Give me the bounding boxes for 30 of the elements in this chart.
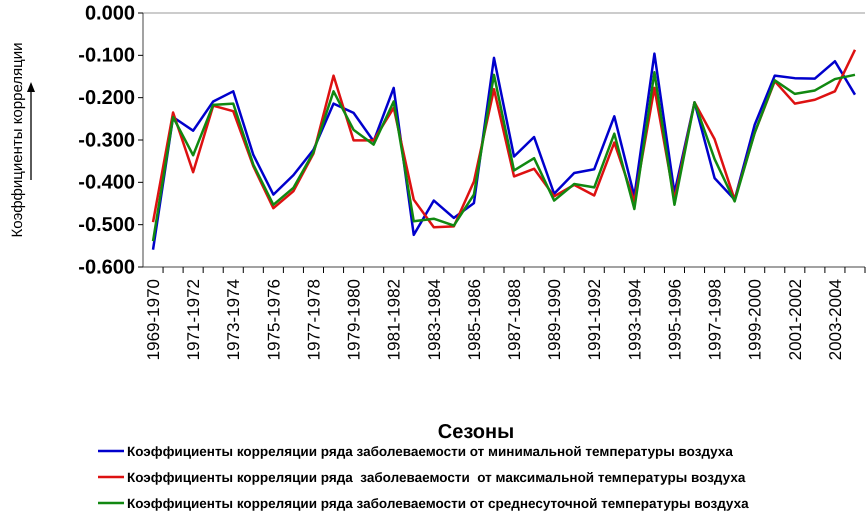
x-tick-label: 1991-1992: [585, 279, 604, 360]
x-axis-title: Сезоны: [438, 421, 514, 443]
x-tick-label: 1997-1998: [706, 279, 725, 360]
x-tick-label: 1993-1994: [625, 279, 644, 360]
x-tick-label: 2001-2002: [786, 279, 805, 360]
x-tick-label: 1973-1974: [224, 279, 244, 360]
y-tick-label: -0.500: [78, 214, 135, 236]
legend-label: Коэффициенты корреляции ряда заболеваемости от минимальной температуры воздуха: [127, 444, 734, 459]
x-tick-label: 1979-1980: [344, 279, 364, 360]
legend-label: Коэффициенты корреляции ряда заболеваемости от среднесуточной температуры воздуха: [127, 496, 750, 511]
x-tick-label: 1995-1996: [665, 279, 684, 360]
y-tick-label: -0.100: [78, 44, 135, 67]
y-tick-label: 0.000: [84, 2, 135, 24]
x-tick-label: 1971-1972: [184, 279, 204, 360]
x-tick-label: 1989-1990: [545, 279, 564, 360]
x-tick-label: 1987-1988: [504, 279, 524, 360]
x-tick-label: 1981-1982: [384, 279, 404, 360]
x-tick-label: 1985-1986: [464, 279, 484, 360]
x-tick-label: 1975-1976: [264, 279, 284, 360]
y-tick-label: -0.400: [78, 172, 135, 194]
y-axis-title: Коэффициенты корреляции: [9, 42, 26, 238]
y-tick-label: -0.300: [78, 129, 135, 152]
y-tick-label: -0.200: [78, 87, 135, 110]
legend-label: Коэффициенты корреляции ряда заболеваемости от максимальной температуры воздуха: [127, 470, 746, 485]
x-tick-label: 1983-1984: [424, 279, 444, 360]
y-tick-label: -0.600: [78, 256, 135, 278]
x-tick-label: 1969-1970: [144, 279, 163, 360]
x-tick-label: 1977-1978: [304, 279, 324, 360]
x-tick-label: 2003-2004: [826, 279, 845, 360]
x-tick-label: 1999-2000: [746, 279, 765, 360]
